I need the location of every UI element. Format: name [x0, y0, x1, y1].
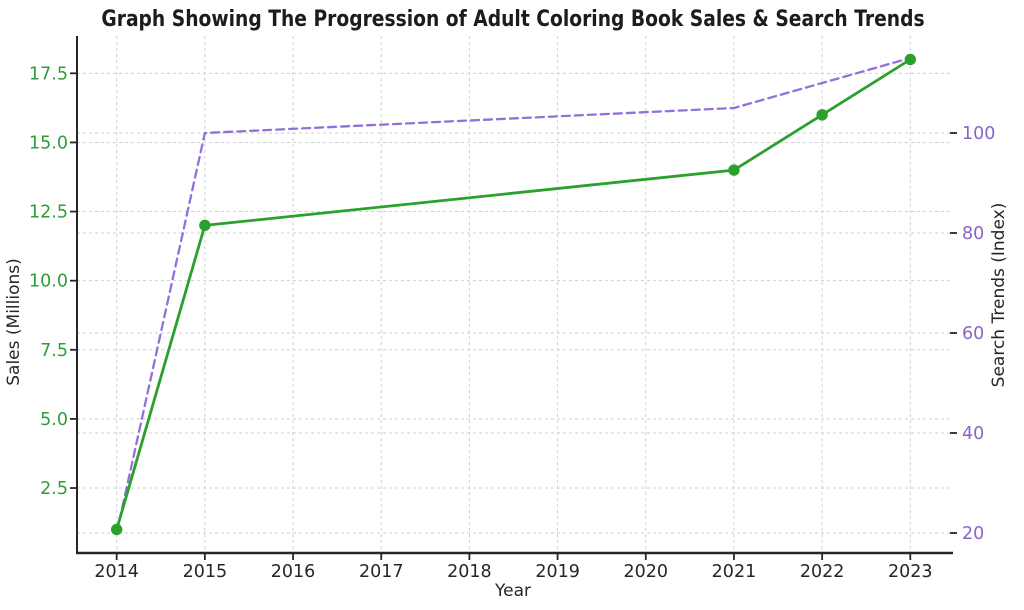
- x-tick-label: 2014: [94, 562, 139, 582]
- right-tick-label: 100: [962, 124, 995, 144]
- x-tick-label: 2019: [535, 562, 580, 582]
- x-axis-label: Year: [494, 581, 531, 601]
- series-line-sales: [115, 58, 912, 531]
- data-point-marker: [199, 219, 211, 232]
- right-tick-label: 60: [962, 324, 984, 344]
- data-point-marker: [904, 53, 917, 66]
- x-tick-label: 2022: [800, 562, 845, 582]
- data-series: [110, 53, 917, 536]
- left-tick-label: 10.0: [29, 272, 68, 292]
- right-tick-label: 40: [962, 424, 984, 444]
- data-point-marker: [816, 109, 828, 121]
- axes: 2014 2015 2016 2017 2018 2019 2020 2021 2022 2023…: [29, 36, 995, 582]
- series-line-search-trends: [115, 56, 912, 535]
- x-tick-label: 2015: [183, 562, 228, 582]
- right-axis-label: Search Trends (Index): [989, 203, 1009, 388]
- right-tick-label: 80: [962, 224, 984, 244]
- data-point-marker: [110, 523, 123, 536]
- left-tick-label: 7.5: [40, 341, 68, 361]
- left-axis-label: Sales (Millions): [4, 258, 24, 386]
- data-point-marker: [728, 164, 740, 176]
- x-tick-label: 2021: [712, 562, 757, 582]
- left-tick-label: 2.5: [40, 479, 68, 499]
- left-tick-label: 12.5: [29, 203, 68, 223]
- left-tick-label: 5.0: [40, 410, 68, 430]
- gridlines: [77, 36, 950, 553]
- x-tick-label: 2020: [623, 562, 668, 582]
- x-tick-label: 2016: [271, 562, 316, 582]
- right-tick-label: 20: [962, 524, 984, 544]
- chart-title: Graph Showing The Progression of Adult C…: [101, 6, 924, 32]
- left-tick-label: 17.5: [29, 64, 68, 84]
- x-tick-label: 2018: [447, 562, 492, 582]
- x-tick-label: 2023: [888, 562, 933, 582]
- x-tick-label: 2017: [359, 562, 404, 582]
- left-tick-label: 15.0: [29, 133, 68, 153]
